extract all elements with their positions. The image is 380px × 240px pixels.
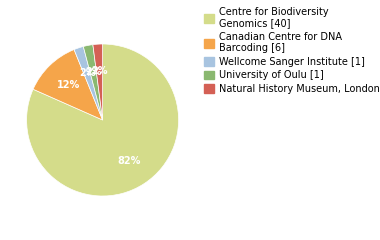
Wedge shape [83, 45, 103, 120]
Text: 82%: 82% [118, 156, 141, 166]
Wedge shape [74, 47, 103, 120]
Wedge shape [27, 44, 179, 196]
Wedge shape [93, 44, 103, 120]
Text: 2%: 2% [91, 66, 108, 76]
Text: 12%: 12% [57, 79, 80, 90]
Wedge shape [33, 49, 103, 120]
Legend: Centre for Biodiversity
Genomics [40], Canadian Centre for DNA
Barcoding [6], We: Centre for Biodiversity Genomics [40], C… [203, 5, 380, 96]
Text: 2%: 2% [79, 68, 95, 78]
Text: 2%: 2% [85, 66, 101, 77]
